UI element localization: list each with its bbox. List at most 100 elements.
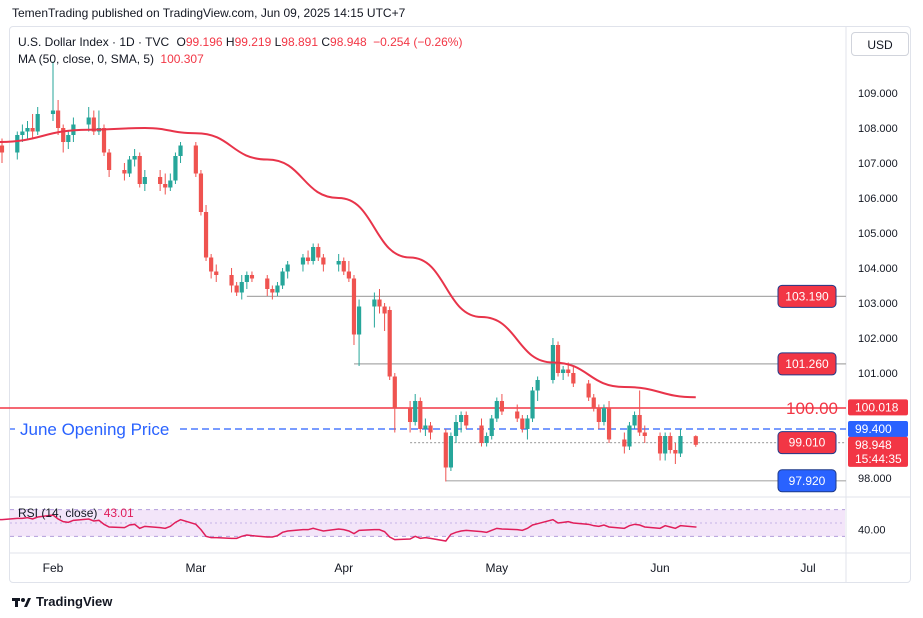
candle-body [632,415,637,426]
time-tick-label: Mar [186,561,207,575]
candle-body [0,145,5,153]
candle-body [673,450,678,454]
candle-body [459,415,464,422]
candle-body [30,128,35,132]
candle-body [428,425,433,433]
price-tick-label: 107.000 [858,158,898,170]
june-opening-price-label: June Opening Price [20,420,169,439]
countdown-label: 15:44:35 [855,452,902,466]
time-tick-label: Jun [650,561,669,575]
time-tick-label: Feb [43,561,64,575]
candle-body [107,152,112,170]
candle-body [561,369,566,373]
candle-body [209,257,214,272]
candle-body [336,261,341,265]
close-value: 98.948 [330,35,367,49]
candle-body [142,177,147,184]
candle-body [484,436,489,443]
level-badge [777,352,837,376]
candle-body [407,408,413,422]
ma-label: MA (50, close, 0, SMA, 5) [18,52,155,66]
candle-body [50,110,56,114]
high-value: 99.219 [234,35,272,49]
symbol-name: U.S. Dollar Index · 1D · TVC [18,35,170,49]
candle-body [571,373,576,384]
candle-body [530,390,535,419]
candle-body [244,275,249,282]
level-badge [777,431,837,455]
candle-body [596,408,601,422]
candle-body [158,177,163,184]
candle-body [137,156,142,184]
candle-body [25,128,30,132]
candle-body [387,310,392,377]
currency-button[interactable]: USD [851,32,909,56]
chart-frame [9,26,911,583]
level-badge-label: 97.920 [789,474,826,488]
candle-body [627,425,632,447]
high-label: H [225,35,235,49]
tradingview-logo[interactable]: TradingView [12,594,112,609]
candle-body [668,436,673,450]
price-tick-label: 108.000 [858,123,898,135]
time-tick-label: Jul [800,561,815,575]
candle-body [15,135,20,153]
candle-body [265,278,270,289]
candle-body [356,306,362,335]
candle-body [229,275,234,286]
time-axis[interactable]: Feb Mar Apr May Jun Jul [43,561,816,575]
price-tick-label: 105.000 [858,228,898,240]
candle-body [637,415,642,433]
price-tick-label: 102.000 [858,333,898,345]
axis-price-badge [848,399,908,416]
candle-body [127,159,132,174]
candle-body [173,156,178,181]
rsi-series [0,514,697,542]
open-value: 99.196 [185,35,223,49]
candle-body [663,436,668,454]
candle-body [372,299,377,307]
tradingview-logo-icon [12,597,31,607]
candle-body [311,247,316,261]
level-label: 100.00 [786,399,838,418]
candle-body [377,299,382,307]
rsi-line [0,514,697,542]
candle-body [642,432,647,436]
ma-value: 100.307 [160,52,204,66]
price-axis[interactable]: 98.000 101.000 102.000 103.000 104.000 105.00… [858,88,898,537]
candle-body [591,397,596,408]
price-tick-label: 101.000 [858,368,898,380]
candle-body [20,131,25,135]
ma-line [0,126,696,399]
horizontal-levels [0,295,846,482]
footer-brand: TradingView [36,594,113,609]
price-grid [10,27,910,582]
candle-body [66,135,71,142]
candle-body [418,401,423,429]
low-value: 98.891 [281,35,318,49]
price-tick-label: 109.000 [858,88,898,100]
candle-body [520,418,525,429]
candle-body [392,376,397,408]
candle-body [234,285,239,293]
level-badges: 103.190 101.260 100.00 June Opening Price 99… [20,284,908,493]
candle-body [566,369,571,373]
candle-body [443,432,448,468]
candle-body [464,415,469,426]
rsi-tick-label: 40.00 [858,525,886,537]
level-badge [777,469,837,493]
candlestick-series [0,61,698,482]
candle-body [499,401,505,412]
candle-body [249,275,255,279]
candle-body [535,380,540,391]
candle-body [305,257,311,261]
ma-legend: MA (50, close, 0, SMA, 5) 100.307 [18,52,204,66]
candle-body [193,145,198,174]
candle-body [35,114,40,132]
time-tick-label: May [485,561,508,575]
axis-price-badge [848,421,908,437]
rsi-pane [10,509,845,537]
candle-body [198,173,204,212]
